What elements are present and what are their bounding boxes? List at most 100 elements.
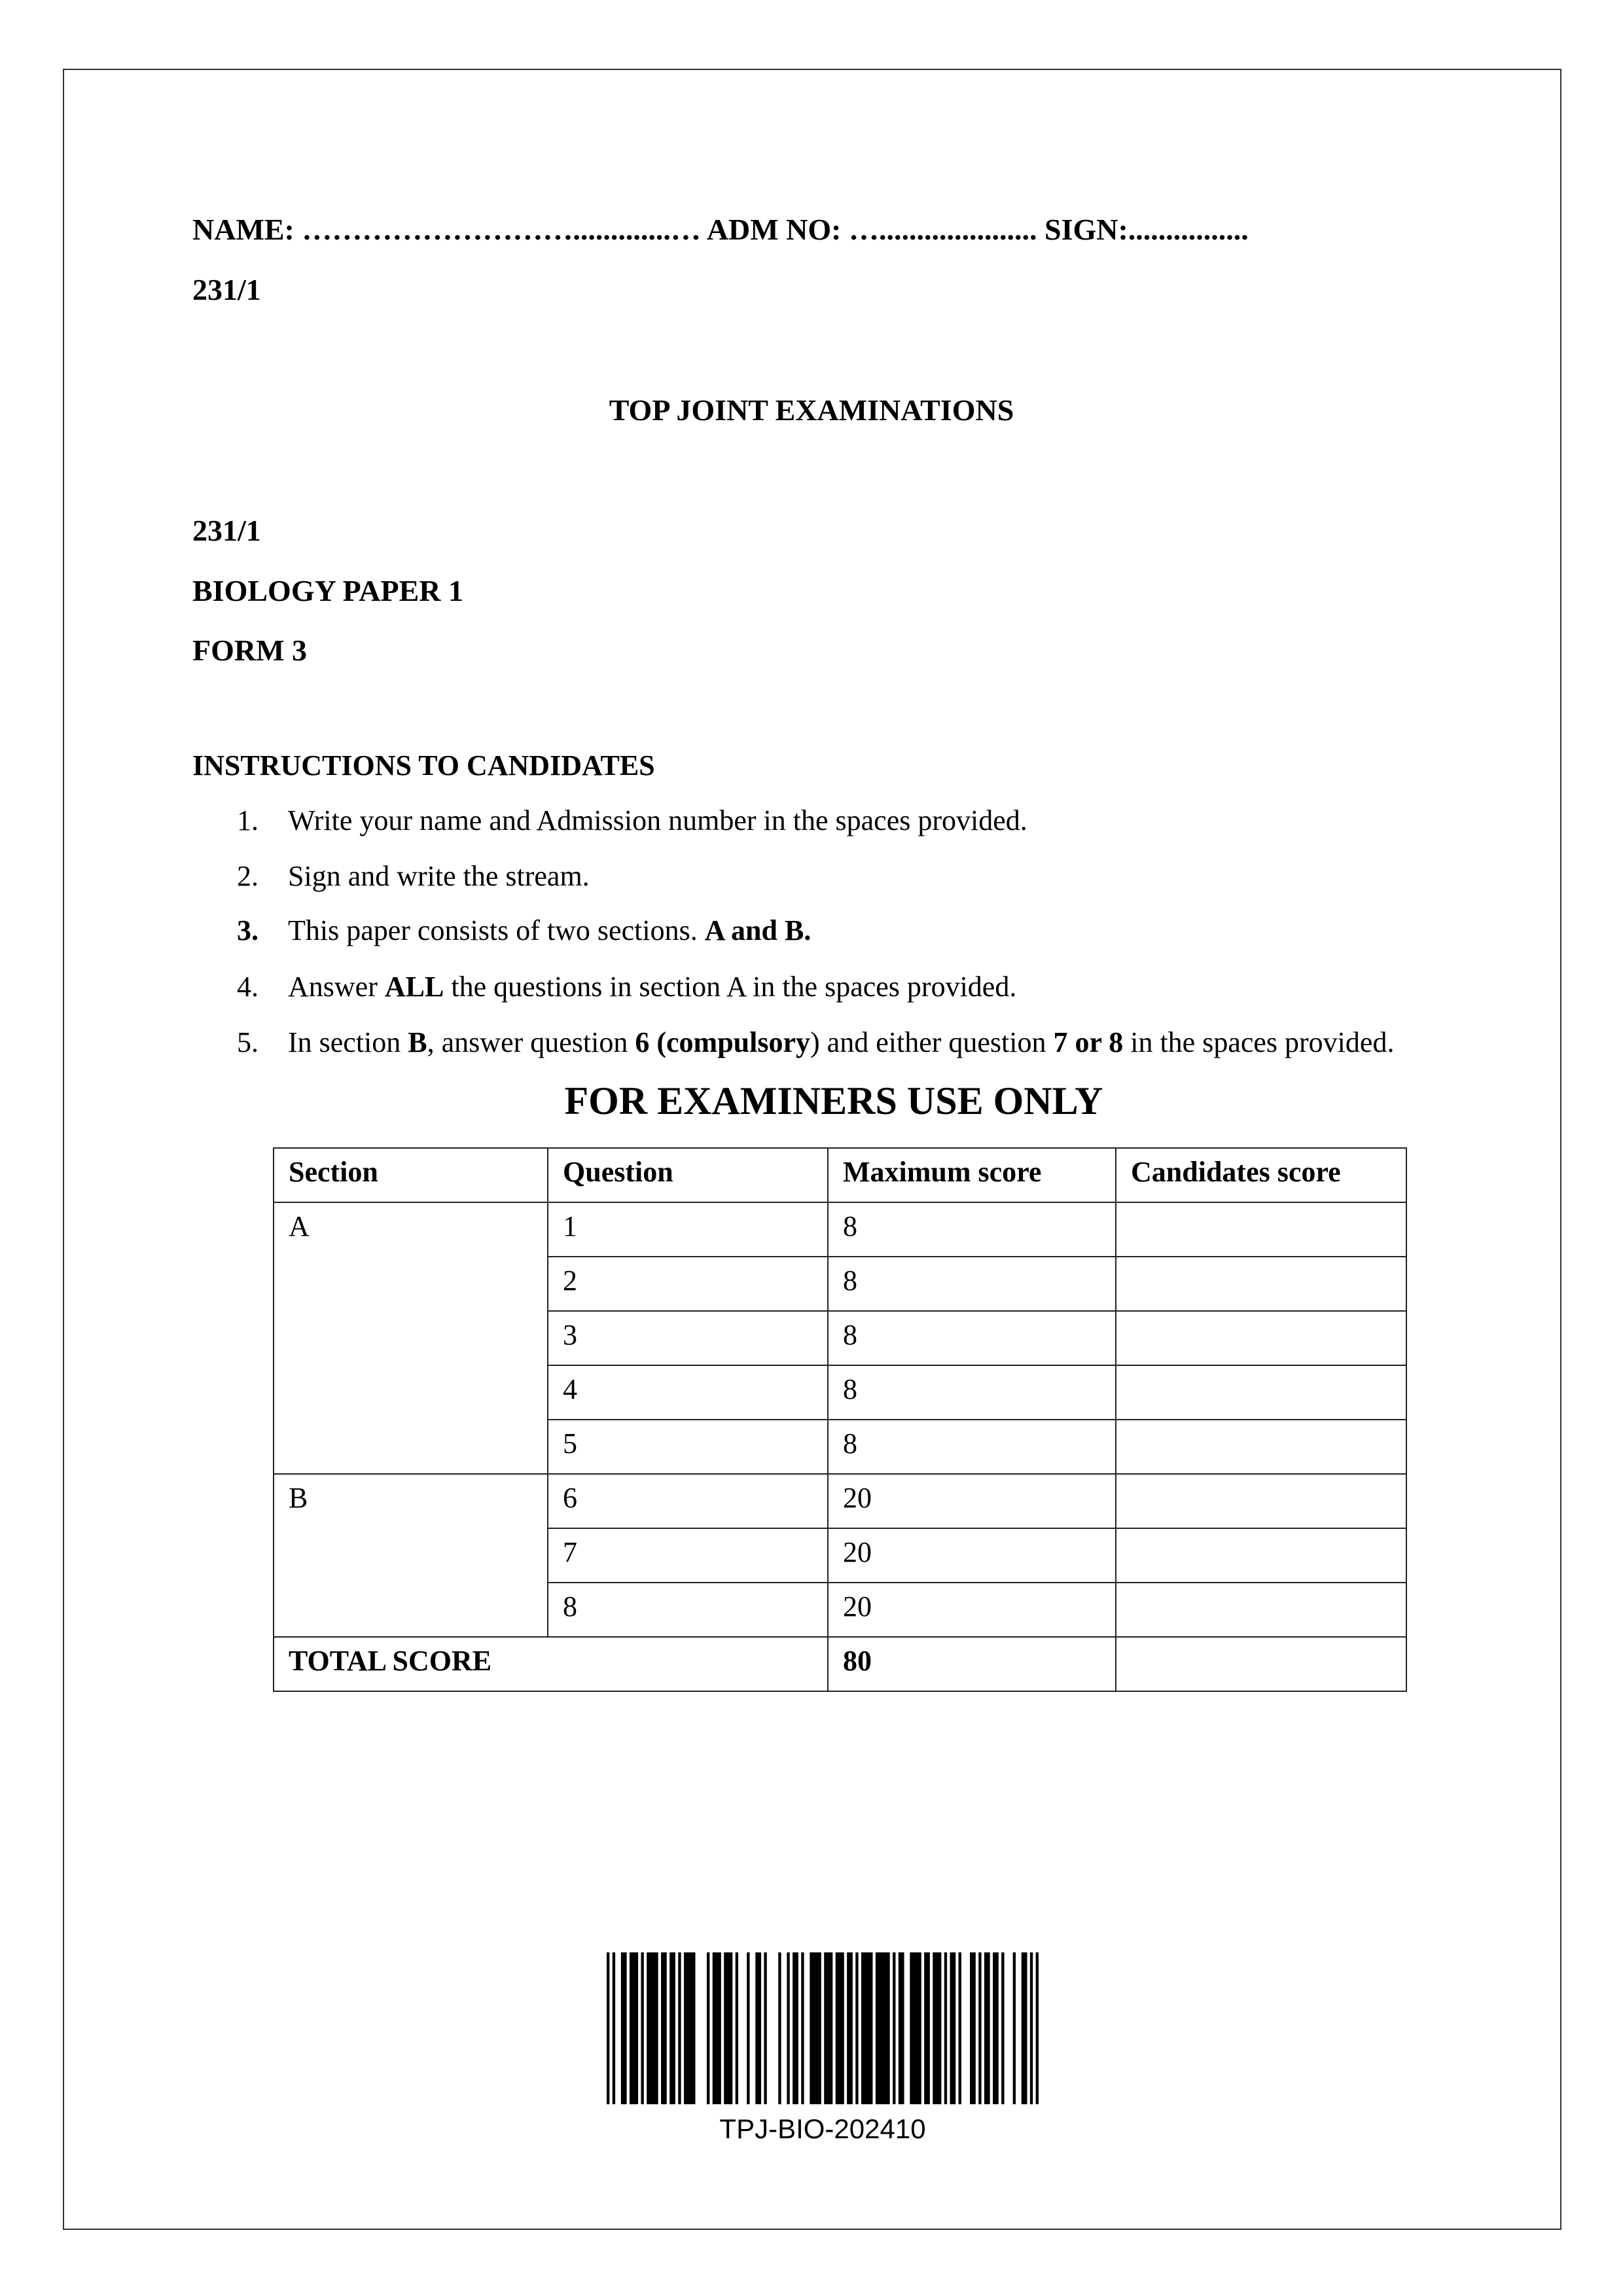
max-score-cell: 8 — [827, 1310, 1116, 1366]
barcode-bar — [1035, 1952, 1039, 2104]
instruction-number: 4. — [237, 971, 259, 1003]
instruction-item: Answer ALL the questions in section A in… — [288, 973, 1016, 1001]
instruction-text: ) and either question — [810, 1026, 1054, 1058]
examiners-title: FOR EXAMINERS USE ONLY — [564, 1079, 1103, 1122]
barcode-bar — [735, 1952, 739, 2104]
instruction-text: 6 (compulsory — [635, 1026, 811, 1058]
barcode-bar — [810, 1952, 821, 2104]
exam-title: TOP JOINT EXAMINATIONS — [609, 393, 1014, 427]
table-header-row: Section Question Maximum score Candidates s… — [273, 1147, 1407, 1203]
barcode-bar — [993, 1952, 999, 2104]
candidate-score-cell[interactable] — [1115, 1582, 1407, 1638]
barcode-bar — [706, 1952, 710, 2104]
instruction-item: This paper consists of two sections. A a… — [288, 916, 811, 945]
barcode-bar — [855, 1952, 859, 2104]
total-label: TOTAL SCORE — [273, 1636, 829, 1692]
barcode-bar — [647, 1952, 658, 2104]
instruction-text: in the spaces provided. — [1123, 1026, 1395, 1058]
section-cell: A — [273, 1202, 548, 1475]
instruction-text: ALL — [384, 971, 444, 1003]
instruction-item: Sign and write the stream. — [288, 862, 590, 891]
barcode-bar — [924, 1952, 930, 2104]
max-score-cell: 8 — [827, 1256, 1116, 1312]
instruction-text: Answer — [288, 971, 385, 1003]
question-cell: 3 — [547, 1310, 829, 1366]
barcode-bar — [950, 1952, 956, 2104]
max-score-cell: 8 — [827, 1202, 1116, 1257]
barcode-bar — [787, 1952, 790, 2104]
candidate-score-cell[interactable] — [1115, 1202, 1407, 1257]
barcode-bar — [641, 1952, 644, 2104]
max-score-cell: 8 — [827, 1365, 1116, 1420]
column-header: Question — [547, 1147, 829, 1203]
barcode-bar — [712, 1952, 721, 2104]
barcode-bar — [958, 1952, 961, 2104]
barcode-bar — [984, 1952, 990, 2104]
column-header: Maximum score — [827, 1147, 1116, 1203]
candidate-score-cell[interactable] — [1115, 1473, 1407, 1529]
barcode-bar — [910, 1952, 921, 2104]
barcode-bar — [861, 1952, 873, 2104]
page-border — [63, 69, 1561, 2230]
barcode-text: TPJ-BIO-202410 — [719, 2113, 926, 2144]
instruction-text: the questions in section A in the spaces… — [444, 971, 1017, 1003]
candidate-score-cell[interactable] — [1115, 1528, 1407, 1583]
barcode-bar — [835, 1952, 844, 2104]
barcode-bar — [1001, 1952, 1005, 2104]
barcode-bar — [629, 1952, 639, 2104]
barcode-bar — [875, 1952, 890, 2104]
barcode-bar — [661, 1952, 667, 2104]
barcode-bar — [755, 1952, 762, 2104]
instructions-heading: INSTRUCTIONS TO CANDIDATES — [192, 749, 655, 781]
candidate-score-cell[interactable] — [1115, 1256, 1407, 1312]
instruction-text: This paper consists of two sections. — [288, 914, 705, 946]
barcode — [607, 1952, 1039, 2104]
barcode-bar — [933, 1952, 942, 2104]
candidate-score-cell[interactable] — [1115, 1310, 1407, 1366]
instruction-item: Write your name and Admission number in … — [288, 806, 1027, 835]
question-cell: 8 — [547, 1582, 829, 1638]
instruction-text: 7 or 8 — [1053, 1026, 1124, 1058]
instruction-item: In section B, answer question 6 (compuls… — [288, 1028, 1394, 1057]
candidate-score-cell[interactable] — [1115, 1365, 1407, 1420]
max-score-cell: 8 — [827, 1419, 1116, 1475]
candidate-score-cell[interactable] — [1115, 1419, 1407, 1475]
barcode-bar — [978, 1952, 982, 2104]
instruction-text: A and B. — [704, 914, 812, 946]
column-header: Candidates score — [1115, 1147, 1407, 1203]
total-row: TOTAL SCORE 80 — [273, 1636, 1407, 1692]
barcode-bar — [1021, 1952, 1027, 2104]
barcode-bar — [793, 1952, 798, 2104]
instruction-number: 5. — [237, 1026, 259, 1058]
barcode-bar — [764, 1952, 767, 2104]
barcode-bar — [1012, 1952, 1016, 2104]
barcode-bar — [620, 1952, 627, 2104]
column-header: Section — [273, 1147, 548, 1203]
instruction-number: 3. — [237, 914, 259, 946]
total-candidate-score[interactable] — [1115, 1636, 1407, 1692]
total-max-score: 80 — [827, 1636, 1116, 1692]
question-cell: 7 — [547, 1528, 829, 1583]
table-row: 7 20 — [274, 1528, 1407, 1583]
question-cell: 6 — [547, 1473, 829, 1529]
barcode-bar — [669, 1952, 675, 2104]
barcode-bar — [970, 1952, 976, 2104]
barcode-bar — [801, 1952, 804, 2104]
paper-subject: BIOLOGY PAPER 1 — [192, 574, 464, 607]
barcode-bar — [1029, 1952, 1033, 2104]
table-row: 8 20 — [274, 1582, 1407, 1638]
question-cell: 2 — [547, 1256, 829, 1312]
barcode-bar — [678, 1952, 681, 2104]
question-cell: 4 — [547, 1365, 829, 1420]
barcode-bar — [747, 1952, 750, 2104]
barcode-bar — [724, 1952, 733, 2104]
table-row: B 6 20 — [273, 1473, 1407, 1638]
paper-form: FORM 3 — [192, 634, 308, 667]
paper-code: 231/1 — [192, 514, 261, 547]
max-score-cell: 20 — [827, 1528, 1116, 1583]
instruction-text: Sign and write the stream. — [288, 860, 590, 892]
